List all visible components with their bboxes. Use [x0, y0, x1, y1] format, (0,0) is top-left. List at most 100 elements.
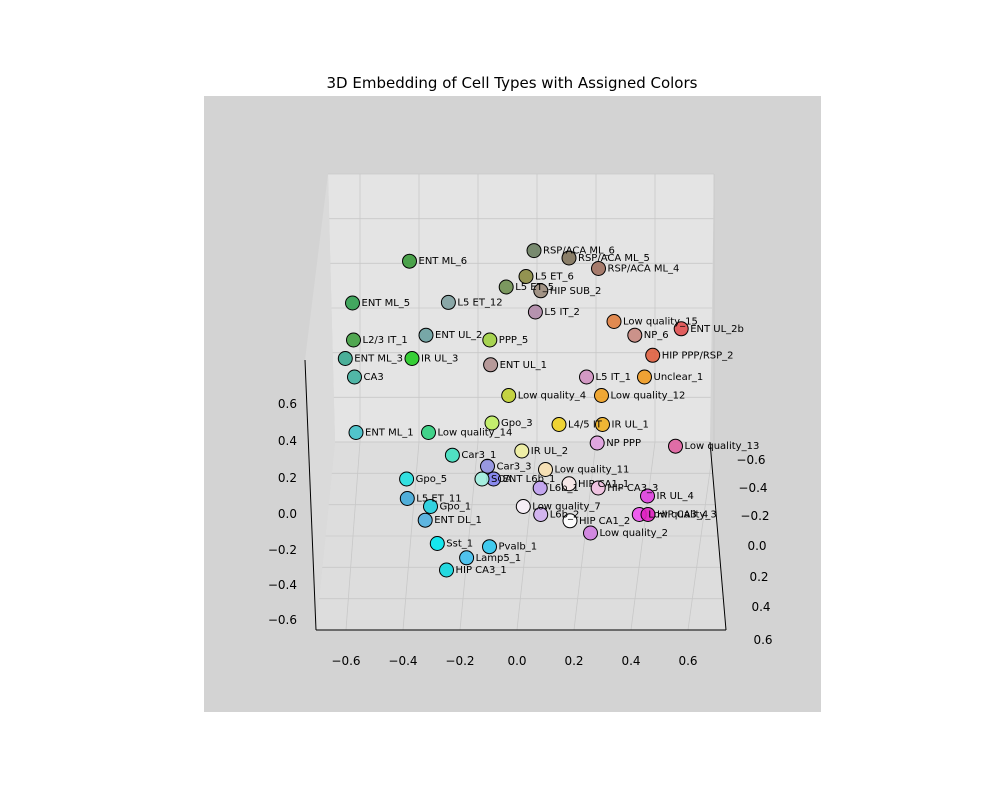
- point-label: Unclear_1: [654, 372, 704, 383]
- tick-labels: −0.6 −0.4 −0.2 0.0 0.2 0.4 0.6 −0.6 −0.4 −0.2 0.0 0…: [268, 397, 773, 668]
- point-label: CA3: [364, 372, 384, 383]
- point-label: HIP CA3_1: [456, 565, 507, 576]
- scatter-point: [583, 525, 598, 541]
- point-label: HIP CA1_2: [579, 516, 630, 527]
- point-label: Car3_3: [497, 461, 532, 472]
- point-label: IR UL_3: [421, 354, 458, 365]
- scatter-point: [532, 480, 548, 496]
- x-tick-label: 0.2: [564, 654, 583, 668]
- point-label: Low quality_12: [611, 391, 686, 402]
- z-tick-label: −0.2: [268, 543, 297, 557]
- point-label: Lamp5_1: [476, 553, 522, 564]
- scatter-point: [345, 295, 360, 311]
- x-tick-label: −0.2: [445, 654, 474, 668]
- point-label: Gpo_3: [501, 418, 533, 429]
- point-label: L5 ET_11: [416, 494, 461, 505]
- point-label: ENT ML_6: [419, 256, 468, 267]
- x-tick-label: 0.0: [507, 654, 526, 668]
- scatter-point: [590, 480, 606, 496]
- x-tick-label: −0.4: [388, 654, 417, 668]
- point-label: L6b_1: [549, 483, 579, 494]
- scatter-point: [606, 314, 622, 329]
- scatter-point: [561, 476, 577, 492]
- point-label: IR UL_1: [612, 420, 649, 431]
- scatter-point: [501, 388, 517, 403]
- scatter-point: [418, 327, 434, 343]
- scatter-point: [483, 357, 499, 373]
- scatter-point: [589, 435, 605, 451]
- y-tick-label: 0.2: [749, 570, 768, 584]
- y-tick-label: −0.4: [738, 481, 767, 495]
- y-tick-label: 0.0: [747, 539, 766, 553]
- z-tick-label: −0.6: [268, 613, 297, 627]
- y-tick-label: −0.6: [736, 453, 765, 467]
- point-label: Car3_1: [461, 450, 496, 461]
- z-tick-label: 0.0: [278, 507, 297, 521]
- scatter-point: [591, 261, 606, 276]
- scatter-point: [594, 388, 609, 403]
- point-label: ENT UL_2b: [690, 324, 744, 335]
- scatter-point: [346, 332, 361, 348]
- point-label: L5 IT_2: [544, 307, 580, 318]
- pane-left: [305, 174, 335, 630]
- scatter-point: [399, 471, 415, 487]
- scatter-point: [348, 425, 364, 440]
- point-label: L5 ET_6: [535, 272, 574, 283]
- point-label: RSP/ACA ML_4: [608, 264, 680, 275]
- scatter-point: [595, 417, 610, 432]
- point-label: Gpo_5: [416, 474, 448, 485]
- point-label: Low quality_13: [685, 441, 760, 452]
- point-label: RSP/ACA ML_6: [543, 246, 615, 257]
- scatter-point: [514, 443, 530, 459]
- scatter-point: [673, 321, 689, 337]
- chart-title: 3D Embedding of Cell Types with Assigned…: [327, 74, 698, 92]
- scatter-point: [498, 279, 514, 295]
- point-label: Pvalb_1: [499, 542, 538, 553]
- point-label: IR UL_4: [657, 491, 694, 502]
- y-tick-label: 0.6: [753, 633, 772, 647]
- scatter-point: [337, 351, 353, 366]
- scatter-point: [399, 491, 415, 506]
- point-label: Sst_1: [446, 539, 473, 550]
- scatter-point: [482, 332, 498, 348]
- point-label: Low quality_15: [623, 317, 698, 328]
- z-tick-label: −0.4: [268, 578, 297, 592]
- z-axis-line: [304, 359, 317, 631]
- point-label: NP_6: [644, 330, 669, 341]
- z-tick-label: 0.2: [278, 471, 297, 485]
- scatter-point: [518, 269, 534, 284]
- scatter-point: [668, 438, 683, 454]
- point-label: L5 ET_12: [457, 297, 502, 308]
- point-label: L4/5 IT: [568, 420, 603, 431]
- scatter-point: [538, 462, 553, 477]
- point-label: HIP PPP/RSP_2: [662, 350, 734, 361]
- scatter-point: [423, 499, 438, 514]
- point-label: ENT DL_1: [434, 515, 482, 526]
- point-label: Low quality_14: [438, 428, 513, 439]
- scatter-point: [444, 447, 460, 463]
- scatter-point: [515, 499, 531, 514]
- scatter-point: [439, 562, 454, 578]
- point-label: ENT ML_5: [362, 298, 411, 309]
- point-label: ENT ML_3: [354, 354, 403, 365]
- scatter-point: [429, 536, 445, 551]
- scatter-point: [579, 369, 594, 385]
- scatter-point: [526, 243, 542, 259]
- scatter-point: [645, 347, 661, 363]
- scatter-point: [484, 415, 500, 431]
- point-label: L5 IT_1: [596, 372, 632, 383]
- y-tick-label: 0.4: [751, 600, 770, 614]
- point-label: L5 ET_5: [515, 282, 554, 293]
- point-label: L2/3 IT_1: [363, 335, 408, 346]
- z-tick-label: 0.6: [278, 397, 297, 411]
- point-label: ENT L6b_1: [503, 474, 556, 485]
- scatter-point: [637, 369, 652, 385]
- point-label: Low quality_2: [600, 528, 668, 539]
- z-tick-label: 0.4: [278, 434, 297, 448]
- scatter-points: [337, 243, 689, 578]
- scatter-point: [480, 458, 495, 474]
- point-label: ENT ML_1: [365, 428, 414, 439]
- scatter-point: [533, 283, 549, 299]
- scatter-point: [640, 488, 655, 504]
